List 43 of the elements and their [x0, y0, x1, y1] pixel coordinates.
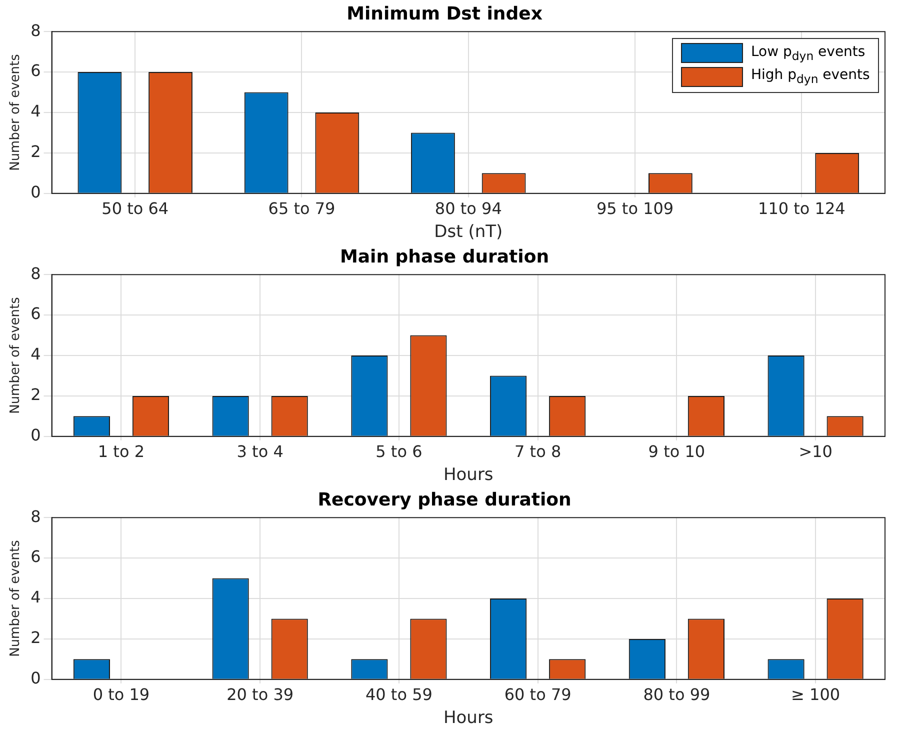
- y-tick-label: 2: [30, 385, 41, 404]
- chart-title: Recovery phase duration: [318, 489, 572, 510]
- x-tick-label: 20 to 39: [226, 685, 294, 704]
- x-tick-label: 95 to 109: [596, 199, 674, 218]
- x-axis-title: Hours: [443, 465, 494, 486]
- y-tick-label: 4: [30, 344, 41, 364]
- legend-label: Low p$_{dyn}$ events: [751, 42, 866, 64]
- x-tick-label: 110 to 124: [758, 199, 846, 218]
- y-tick-label: 8: [30, 20, 41, 40]
- y-axis-title: Number of events: [8, 54, 24, 171]
- x-axis-title: Hours: [443, 708, 494, 728]
- y-tick-label: 2: [30, 142, 41, 162]
- y-tick-label: 2: [30, 628, 41, 648]
- x-tick-label: 65 to 79: [268, 199, 336, 218]
- chart-title: Minimum Dst index: [346, 3, 543, 24]
- y-axis-title: Number of events: [8, 296, 24, 414]
- y-tick-label: 8: [30, 264, 41, 283]
- x-tick-label: >10: [798, 442, 832, 462]
- y-tick-label: 0: [30, 426, 41, 445]
- x-tick-label: 1 to 2: [98, 442, 145, 462]
- x-tick-label: 3 to 4: [236, 442, 284, 462]
- y-tick-label: 6: [30, 61, 41, 80]
- x-tick-label: 7 to 8: [514, 442, 562, 462]
- y-tick-label: 8: [30, 506, 41, 526]
- x-tick-label: ≥ 100: [791, 685, 840, 704]
- y-tick-label: 0: [30, 182, 41, 202]
- x-axis-title: Dst (nT): [434, 222, 503, 242]
- y-tick-label: 6: [30, 304, 41, 324]
- x-tick-label: 40 to 59: [365, 685, 432, 704]
- x-tick-label: 80 to 94: [434, 199, 502, 218]
- y-tick-label: 4: [30, 102, 41, 121]
- x-tick-label: 5 to 6: [376, 442, 422, 462]
- y-axis-title: Number of events: [8, 540, 24, 657]
- y-tick-label: 0: [30, 668, 41, 688]
- y-tick-label: 4: [30, 588, 41, 607]
- x-tick-label: 50 to 64: [102, 199, 169, 218]
- x-tick-label: 0 to 19: [92, 685, 150, 704]
- x-tick-label: 9 to 10: [648, 442, 706, 462]
- y-tick-label: 6: [30, 547, 41, 566]
- x-tick-label: 80 to 99: [643, 685, 710, 704]
- legend-label: High p$_{dyn}$ events: [751, 66, 870, 88]
- chart-title: Main phase duration: [340, 246, 550, 268]
- x-tick-label: 60 to 79: [504, 685, 572, 704]
